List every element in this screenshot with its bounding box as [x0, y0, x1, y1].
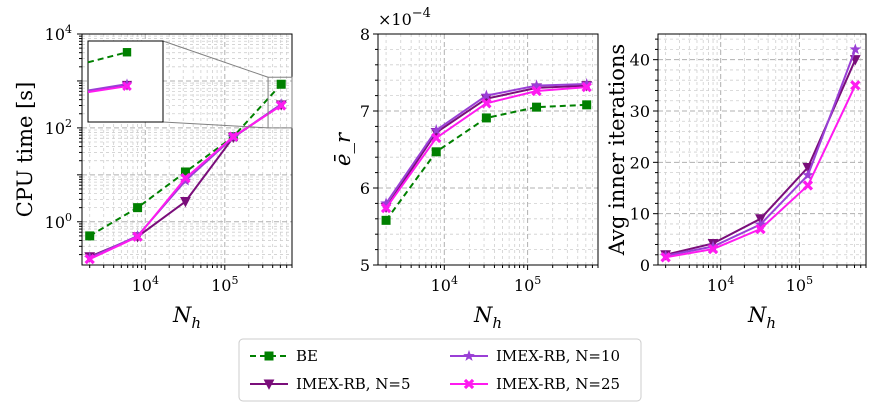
- data-point-imex-rb-n-25: [802, 180, 814, 191]
- inset-point-be: [122, 48, 132, 57]
- series-group: [83, 79, 287, 265]
- chart-inner-iterations: 104 105 0 10 20 30 40 Nh Avg inner iterations: [605, 33, 867, 332]
- data-point-be: [180, 167, 190, 177]
- data-point-imex-rb-n-10: [580, 77, 593, 89]
- x-tick-label: 104: [431, 274, 458, 295]
- data-point-imex-rb-n-10: [754, 218, 767, 230]
- x-axis-label: Nh: [473, 303, 502, 332]
- data-point-imex-rb-n-25: [84, 253, 95, 265]
- data-point-imex-rb-n-25: [228, 131, 239, 142]
- y-tick-label: 5: [360, 256, 370, 275]
- zoom-region: [267, 76, 293, 129]
- y-axis-label: CPU time [s]: [13, 82, 37, 218]
- inset-point-imex-rb-n-25: [122, 81, 132, 92]
- axes-frame: [657, 33, 867, 266]
- data-point-imex-rb-n-25: [431, 132, 442, 144]
- x-axis-label: Nh: [172, 303, 201, 332]
- data-point-imex-rb-n-25: [707, 243, 719, 255]
- data-point-be: [431, 147, 441, 157]
- data-point-imex-rb-n-25: [180, 172, 191, 184]
- data-point-be: [381, 215, 391, 225]
- data-point-imex-rb-n-10: [802, 169, 814, 181]
- data-point-be: [532, 102, 542, 112]
- y-tick-label: 0: [640, 256, 650, 275]
- legend-marker: [463, 349, 475, 361]
- legend-item-be: BE: [250, 347, 318, 365]
- zoom-connector: [162, 40, 269, 78]
- gridlines: [378, 33, 599, 266]
- data-point-imex-rb-n-25: [276, 100, 287, 111]
- chart-cpu-time: 104 105 100 102 104 Nh CPU time [s]: [13, 23, 293, 332]
- series-group: [659, 43, 862, 263]
- axes-frame: [377, 33, 599, 266]
- data-point-imex-rb-n-25: [380, 202, 392, 214]
- x-tick-label: 105: [514, 274, 541, 295]
- y-tick-label: 100: [45, 211, 72, 232]
- legend-item-imex-rb-n-5: IMEX-RB, N=5: [250, 375, 411, 393]
- series-group: [380, 77, 593, 225]
- y-tick-label: 30: [630, 102, 650, 121]
- data-point-imex-rb-n-10: [480, 89, 493, 101]
- y-axis-label: Avg inner iterations: [605, 44, 629, 256]
- y-tick-label: 10: [630, 205, 650, 224]
- inset-line-imex-rb-n-10: [87, 83, 128, 92]
- data-point-imex-rb-n-25: [531, 85, 542, 97]
- zoom-inset: [87, 40, 293, 129]
- legend: BE IMEX-RB, N=5 IMEX-RB, N=10 IMEX-RB, N=25: [238, 338, 642, 402]
- zoom-connector: [162, 121, 269, 129]
- inset-line-imex-rb-n-25: [87, 85, 128, 94]
- data-point-imex-rb-n-10: [380, 197, 392, 209]
- data-point-imex-rb-n-25: [581, 81, 592, 93]
- y-tick-label: 40: [630, 51, 650, 70]
- y-axis-label: ē_r: [331, 131, 355, 166]
- legend-label: BE: [296, 347, 318, 365]
- x-axis-label: Nh: [747, 303, 776, 332]
- data-point-imex-rb-n-25: [481, 98, 492, 109]
- data-point-imex-rb-n-25: [755, 223, 766, 235]
- y-tick-label: 7: [360, 102, 370, 121]
- x-tick-label: 104: [707, 274, 734, 295]
- inset-point-imex-rb-n-10: [121, 78, 133, 89]
- y-tick-label: 102: [45, 117, 72, 138]
- inset-line-be: [87, 51, 128, 64]
- data-point-imex-rb-n-25: [660, 252, 671, 263]
- data-point-be: [276, 79, 286, 89]
- data-point-imex-rb-n-10: [430, 124, 442, 136]
- legend-item-imex-rb-n-25: IMEX-RB, N=25: [450, 375, 620, 393]
- data-point-imex-rb-n-25: [132, 231, 143, 242]
- y-tick-label: 104: [45, 23, 72, 44]
- legend-label: IMEX-RB, N=25: [496, 375, 620, 393]
- x-tick-label: 105: [786, 274, 813, 295]
- axes-frame: [81, 33, 293, 266]
- legend-marker: [264, 351, 274, 361]
- legend-label: IMEX-RB, N=5: [296, 375, 411, 393]
- data-point-imex-rb-n-25: [850, 80, 861, 91]
- y-tick-label: 6: [360, 179, 370, 198]
- data-point-imex-rb-n-10: [530, 79, 543, 91]
- y-tick-label: 8: [360, 25, 370, 44]
- x-tick-label: 105: [211, 274, 238, 295]
- legend-marker: [263, 379, 275, 390]
- legend-label: IMEX-RB, N=10: [496, 347, 620, 365]
- offset-text: ×10−4: [378, 6, 431, 29]
- y-tick-label: 20: [630, 153, 650, 172]
- data-point-be: [481, 113, 491, 123]
- legend-item-imex-rb-n-10: IMEX-RB, N=10: [450, 347, 620, 365]
- data-point-be: [85, 231, 95, 241]
- data-point-be: [582, 100, 592, 110]
- data-point-imex-rb-n-10: [849, 43, 862, 55]
- legend-marker: [463, 378, 475, 390]
- data-point-imex-rb-n-5: [180, 197, 191, 208]
- x-tick-label: 104: [132, 274, 159, 295]
- legend-box: [238, 338, 642, 402]
- data-point-imex-rb-n-10: [707, 240, 719, 252]
- data-point-be: [133, 203, 143, 213]
